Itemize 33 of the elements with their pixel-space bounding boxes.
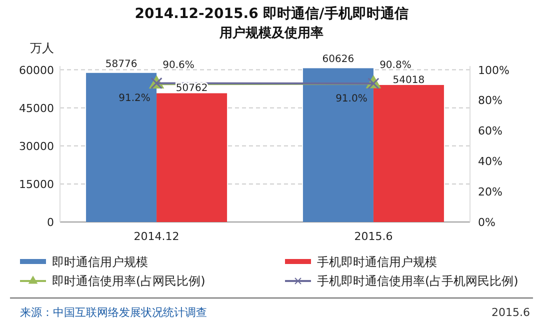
data-label: 58776: [105, 58, 138, 70]
bar: [373, 84, 444, 222]
data-label: 90.6%: [162, 60, 194, 72]
legend-label: 手机即时通信用户规模: [317, 255, 437, 269]
bar: [302, 68, 374, 222]
y-tick-label: 0: [47, 216, 54, 229]
source-note: 来源：中国互联网络发展状况统计调查: [20, 306, 207, 319]
data-label: 90.8%: [380, 60, 412, 71]
data-label: 60626: [322, 54, 354, 66]
y2-tick-label: 80%: [478, 94, 502, 108]
y2-tick-label: 100%: [478, 64, 510, 77]
y-tick-label: 45000: [19, 102, 54, 115]
y-tick-label: 15000: [19, 178, 54, 191]
text: 2015.6: [492, 306, 530, 319]
y2-tick-label: 20%: [478, 186, 502, 199]
data-label: 91.2%: [118, 93, 150, 104]
x-tick-label: 2014.12: [134, 230, 180, 243]
y2-tick-label: 40%: [478, 155, 502, 168]
y2-tick-label: 0%: [478, 216, 496, 229]
y-tick-label: 30000: [19, 140, 54, 153]
legend-label: 即时通信用户规模: [52, 255, 148, 269]
y-tick-label: 60000: [19, 64, 54, 77]
data-label: 91.0%: [336, 94, 368, 104]
bar: [156, 93, 228, 222]
data-label: 50762: [176, 83, 208, 94]
legend-label: 即时通信使用率(占网民比例): [52, 274, 206, 288]
y-axis-title: 万人: [30, 41, 54, 55]
chart-title: 2014.12-2015.6 即时通信/手机即时通信: [134, 5, 408, 22]
legend-label: 手机即时通信使用率(占手机网民比例): [317, 274, 518, 288]
data-label: 54018: [392, 74, 425, 86]
bar: [86, 72, 157, 222]
chart-subtitle: 用户规模及使用率: [218, 25, 324, 41]
y2-tick-label: 60%: [478, 124, 502, 138]
